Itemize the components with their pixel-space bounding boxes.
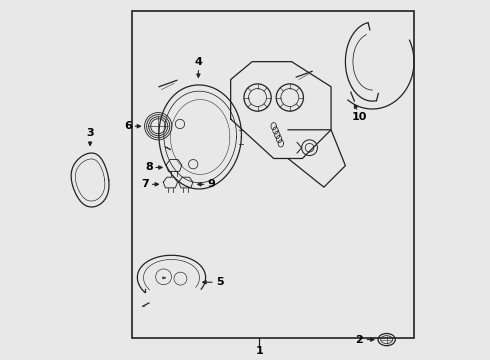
Text: 1: 1 [255,346,263,356]
Text: 7: 7 [142,179,149,189]
Bar [132,12,414,338]
Text: 4: 4 [195,57,202,67]
Text: 10: 10 [352,112,368,122]
Text: 5: 5 [217,277,224,287]
Text: 6: 6 [124,121,132,131]
Text: 9: 9 [207,179,215,189]
Text: 3: 3 [86,129,94,138]
Text: 8: 8 [145,162,153,172]
Text: 2: 2 [356,334,363,345]
